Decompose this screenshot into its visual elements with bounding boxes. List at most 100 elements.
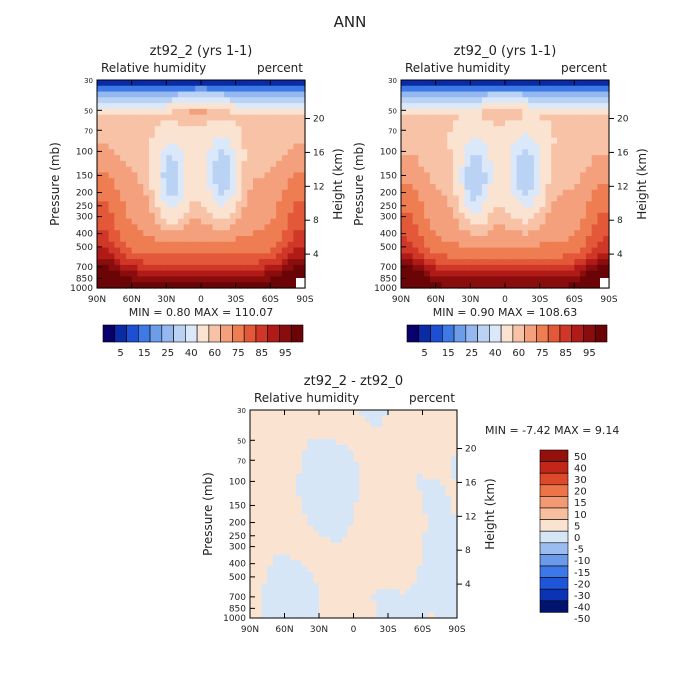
field-cell (287, 236, 295, 243)
field-cell (324, 479, 332, 486)
field-cell (229, 264, 237, 272)
field-cell (342, 415, 349, 423)
field-cell (557, 247, 564, 254)
field-cell (250, 496, 257, 504)
field-cell (493, 259, 500, 266)
field-cell (428, 462, 435, 469)
field-cell (336, 467, 343, 475)
field-cell (551, 241, 558, 249)
field-cell (545, 108, 552, 116)
field-cell (597, 201, 604, 208)
field-cell (505, 184, 512, 191)
field-cell (229, 120, 237, 127)
field-cell (137, 132, 144, 139)
field-cell (545, 172, 552, 179)
field-cell (447, 155, 454, 162)
field-cell (499, 207, 506, 214)
field-cell (324, 606, 332, 613)
field-cell (603, 189, 610, 197)
field-cell (301, 473, 309, 480)
field-cell (470, 149, 477, 156)
field-cell (562, 114, 570, 122)
field-cell (568, 137, 575, 145)
field-cell (399, 427, 406, 434)
field-cell (428, 473, 435, 480)
field-cell (160, 172, 167, 179)
field-cell (154, 207, 162, 214)
field-cell (528, 166, 535, 174)
field-cell (516, 172, 523, 179)
field-cell (445, 456, 452, 463)
field-cell (416, 514, 424, 521)
field-cell (551, 91, 558, 98)
y-tick-label: 400 (380, 230, 397, 240)
field-cell (120, 236, 127, 243)
field-cell (376, 548, 383, 556)
field-cell (481, 270, 489, 278)
field-cell (493, 195, 500, 202)
field-cell (399, 410, 406, 417)
field-cell (235, 132, 243, 139)
field-cell (359, 456, 366, 463)
field-cell (241, 143, 248, 150)
field-cell (447, 270, 454, 278)
field-cell (441, 218, 448, 226)
field-cell (439, 473, 447, 480)
field-cell (342, 554, 349, 561)
field-cell (347, 554, 355, 561)
field-cell (143, 247, 150, 254)
field-cell (464, 241, 471, 249)
field-cell (376, 427, 383, 434)
field-cell (545, 184, 552, 191)
field-cell (585, 212, 593, 220)
field-cell (336, 583, 343, 590)
field-cell (487, 85, 495, 93)
field-cell (287, 276, 295, 283)
field-cell (319, 554, 326, 561)
field-cell (172, 85, 179, 93)
field-cell (250, 450, 257, 457)
field-cell (296, 502, 303, 509)
field-cell (201, 120, 208, 127)
field-cell (160, 132, 167, 139)
field-cell (264, 282, 271, 289)
field-cell (424, 172, 431, 179)
field-cell (154, 91, 162, 98)
field-cell (458, 155, 466, 162)
field-cell (278, 467, 286, 475)
field-cell (97, 195, 104, 202)
field-cell (287, 230, 295, 237)
field-cell (447, 80, 454, 87)
field-cell (261, 577, 268, 584)
field-cell (429, 276, 437, 283)
field-cell (296, 594, 303, 602)
field-cell (229, 97, 237, 104)
field-cell (487, 230, 495, 237)
field-cell (276, 195, 283, 202)
field-cell (250, 577, 257, 584)
field-cell (97, 253, 104, 260)
field-cell (296, 537, 303, 544)
field-cell (585, 160, 593, 168)
field-cell (585, 230, 593, 237)
field-cell (591, 160, 599, 168)
field-cell (353, 410, 360, 417)
field-cell (424, 137, 431, 145)
field-cell (580, 149, 587, 156)
field-cell (273, 467, 280, 475)
field-cell (131, 120, 139, 127)
field-cell (359, 612, 366, 619)
field-cell (401, 201, 408, 208)
field-cell (299, 126, 306, 133)
field-cell (293, 103, 300, 110)
field-cell (154, 172, 162, 179)
field-cell (247, 253, 254, 260)
field-cell (195, 195, 202, 202)
field-cell (154, 189, 162, 197)
field-cell (293, 218, 300, 226)
field-cell (261, 548, 268, 556)
field-cell (580, 276, 587, 283)
field-cell (336, 462, 343, 469)
field-cell (487, 236, 495, 243)
field-cell (399, 612, 406, 619)
